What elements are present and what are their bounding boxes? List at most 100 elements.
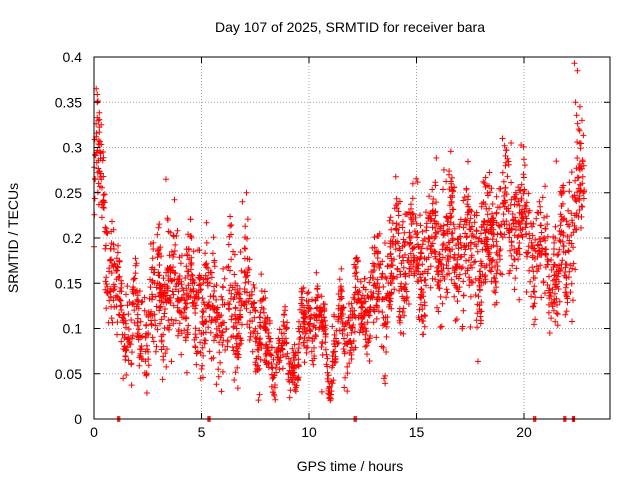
data-point [98,141,105,148]
data-point [557,231,564,238]
data-point [237,340,244,347]
data-point [576,140,583,147]
data-point [125,311,132,318]
data-point [570,297,576,304]
data-point [156,272,163,279]
data-point [371,234,378,241]
data-point [198,366,205,372]
data-point [363,342,370,349]
data-point [351,296,358,303]
data-point [314,283,321,290]
data-point [364,319,371,326]
data-point [393,195,400,202]
data-point [446,270,453,277]
data-point [96,124,103,131]
data-point [433,155,440,161]
data-point [265,364,272,371]
data-point [231,377,238,383]
data-point [485,251,492,258]
data-point [177,260,184,267]
data-point [389,238,396,245]
data-point [356,287,363,294]
data-point [242,279,249,286]
data-point [432,179,439,186]
data-point [117,303,124,310]
data-point [183,315,190,322]
data-point [497,246,504,253]
data-point [503,218,510,225]
data-point [397,268,403,275]
data-point [172,317,179,324]
data-point [357,278,364,285]
data-point [219,296,226,303]
data-point [195,282,202,289]
data-point [312,324,319,331]
data-point [472,258,479,265]
data-point [489,210,495,217]
data-point [302,314,309,321]
data-point [530,303,537,309]
data-point [213,282,220,289]
data-point [358,321,365,328]
data-point [570,260,577,267]
data-point [324,369,331,376]
data-point [545,309,552,316]
data-point [248,288,255,295]
data-point [478,308,485,315]
data-point [350,322,357,328]
data-point [413,231,420,238]
x-tick-label: 15 [409,424,425,440]
data-point [184,329,191,336]
data-point [579,158,586,165]
data-point [197,274,204,281]
data-point [135,336,142,343]
data-point [419,228,426,235]
data-point [228,222,235,228]
data-point [390,233,397,240]
data-point [559,238,566,245]
data-point [242,245,249,252]
data-point [388,255,395,262]
data-point [455,235,462,242]
data-point [325,385,332,392]
data-point [232,369,239,376]
data-point [482,246,489,253]
data-point [526,267,533,274]
data-point [500,211,507,218]
data-point [549,303,556,310]
data-point [493,299,500,306]
data-point [95,117,102,124]
data-point [154,231,161,238]
data-point [516,296,523,303]
data-point [566,179,573,186]
data-point [462,216,469,223]
data-point [252,359,259,366]
data-point [542,290,548,297]
data-point [125,357,132,364]
data-point [403,288,410,295]
data-point [542,183,549,190]
data-point [546,273,552,280]
data-point [123,347,130,354]
data-point [531,288,538,295]
data-point [563,218,570,225]
data-point [118,284,124,291]
data-point [121,335,128,341]
data-point [562,249,569,256]
data-point [321,317,328,324]
data-point [492,263,499,270]
data-point [261,309,267,316]
data-point [451,184,458,191]
data-point [421,302,428,309]
data-point [519,226,526,233]
data-point [271,384,278,391]
data-point [123,372,130,378]
data-point [258,288,265,294]
data-point [101,205,107,211]
data-point [523,289,530,295]
data-point [486,205,493,212]
data-point [435,259,442,266]
data-point [468,239,475,246]
data-point [454,236,461,243]
